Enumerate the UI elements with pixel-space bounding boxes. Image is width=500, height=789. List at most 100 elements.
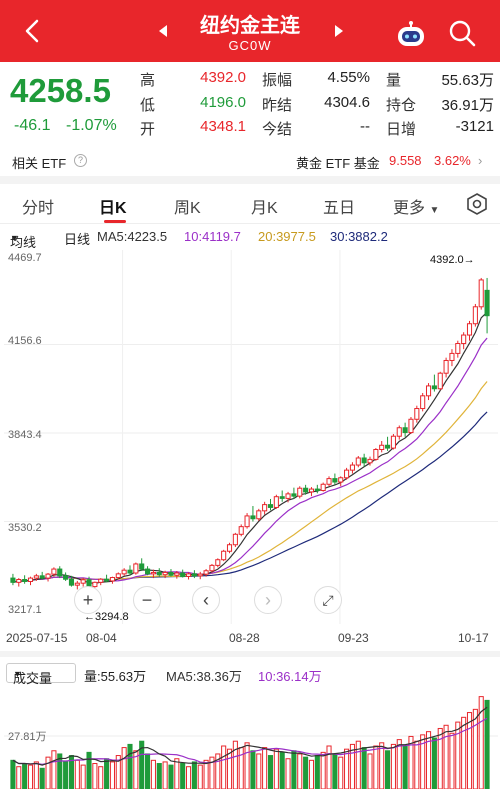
volume-bar [267, 755, 274, 789]
volume-bar [408, 735, 414, 789]
volume-bar [174, 758, 180, 789]
tab-daily-k[interactable]: 日K [99, 200, 127, 217]
volume-bar [16, 766, 22, 789]
candle-up [390, 435, 396, 449]
date-label: 2025-07-15 [6, 631, 68, 645]
open-interest-value: 36.91万 [441, 97, 494, 114]
ma30-line [12, 411, 488, 583]
volume-bar [133, 750, 139, 789]
volume-bar [221, 745, 227, 789]
volume-axis-label: 27.81万 [8, 731, 47, 743]
candle-down [279, 496, 285, 499]
candle-up [349, 464, 355, 471]
contract-code: GC0W [228, 38, 272, 53]
tab-weekly-k[interactable]: 周K [174, 200, 201, 217]
volume-today: 量:55.63万 [84, 669, 147, 684]
volume-chart[interactable] [4, 688, 498, 789]
high-label: 高 [140, 72, 156, 89]
tab-monthly-k[interactable]: 月K [251, 200, 278, 217]
volume-bar [104, 758, 110, 789]
last-price: 4258.5 [10, 72, 111, 109]
etf-fund-pct: 3.62% [434, 153, 471, 168]
chart-period-tabs: 分时 日K 周K 月K 五日 更多 ▼ [0, 184, 500, 224]
robot-assistant-icon[interactable] [396, 20, 426, 48]
tab-intraday[interactable]: 分时 [22, 200, 55, 217]
ma-type-selector[interactable]: 均线 ▼ [10, 229, 36, 250]
volume-bar [373, 745, 379, 789]
previous-contract-icon[interactable] [156, 24, 170, 38]
tab-five-day[interactable]: 五日 [323, 200, 356, 217]
open-value: 4348.1 [200, 118, 246, 135]
candle-up [174, 572, 180, 576]
candle-up [408, 418, 414, 434]
volume-bar [22, 763, 28, 789]
volume-bar [10, 759, 16, 789]
volume-bar [80, 764, 86, 789]
fullscreen-button[interactable]: ⤢ [314, 586, 342, 614]
back-arrow-icon[interactable] [18, 16, 48, 46]
price-axis-label: 4156.6 [8, 335, 42, 347]
volume-ma5: MA5:38.36万 [166, 669, 242, 684]
volume-bar [74, 759, 80, 789]
ma20-value: 20:3977.5 [258, 229, 316, 244]
candle-up [262, 504, 268, 512]
price-axis-label: 4469.7 [8, 252, 42, 264]
ma-type-label: 均线 [10, 235, 37, 250]
candle-up [150, 571, 156, 575]
search-icon[interactable] [447, 18, 477, 48]
scroll-right-button[interactable]: › [254, 586, 282, 614]
amplitude-value: 4.55% [327, 69, 370, 86]
volume-bar [115, 755, 121, 789]
volume-bar [285, 758, 291, 789]
etf-fund-name[interactable]: 黄金 ETF 基金 [296, 156, 380, 171]
chevron-right-icon[interactable]: › [478, 153, 483, 168]
volume-bar [27, 764, 34, 789]
volume-ma10: 10:36.14万 [258, 669, 322, 684]
volume-bar [156, 763, 162, 789]
page-title: 纽约金主连 [200, 15, 300, 37]
open-label: 开 [140, 121, 156, 138]
info-icon[interactable]: ? [74, 154, 87, 167]
indicator-selector[interactable]: 成交量 ▼ [6, 663, 76, 686]
candle-down [361, 457, 367, 464]
candlestick-chart[interactable] [4, 250, 498, 624]
ma-period: 日线 [64, 232, 91, 247]
next-contract-icon[interactable] [332, 24, 346, 38]
zoom-out-button[interactable]: − [133, 586, 161, 614]
date-label: 10-17 [458, 631, 489, 645]
volume-bar [314, 755, 320, 789]
price-axis-label: 3217.1 [8, 604, 42, 616]
volume-bar [414, 740, 420, 789]
candle-up [449, 352, 455, 361]
tab-more[interactable]: 更多 ▼ [393, 194, 439, 218]
volume-bar [461, 716, 467, 789]
price-axis-label: 3530.2 [8, 522, 42, 534]
candle-up [80, 579, 86, 584]
volume-bar [168, 764, 174, 789]
volume-bar [279, 751, 285, 789]
candle-down [291, 493, 297, 497]
candle-down [431, 385, 437, 390]
volume-bar [455, 721, 461, 789]
candle-up [115, 573, 121, 579]
volume-bar [303, 756, 309, 789]
volume-bar [121, 747, 127, 789]
volume-bar [86, 751, 92, 789]
candle-up [226, 544, 233, 552]
date-label: 09-23 [338, 631, 369, 645]
volume-bar [308, 759, 315, 789]
active-tab-indicator [104, 220, 126, 223]
high-annotation-value: 4392.0 [430, 254, 464, 266]
scroll-left-button[interactable]: ‹ [192, 586, 220, 614]
candle-up [466, 323, 473, 336]
candle-up [285, 493, 291, 499]
candle-down [332, 478, 338, 483]
zoom-in-button[interactable]: + [74, 586, 102, 614]
candle-up [98, 578, 104, 583]
chart-settings-icon[interactable] [466, 193, 488, 215]
candle-up [209, 564, 215, 572]
candle-up [133, 563, 139, 574]
volume-bar [431, 737, 437, 789]
related-etf-bar[interactable]: 相关 ETF ? 黄金 ETF 基金 9.558 3.62% › [0, 146, 500, 176]
ma10-value: 10:4119.7 [184, 229, 241, 244]
